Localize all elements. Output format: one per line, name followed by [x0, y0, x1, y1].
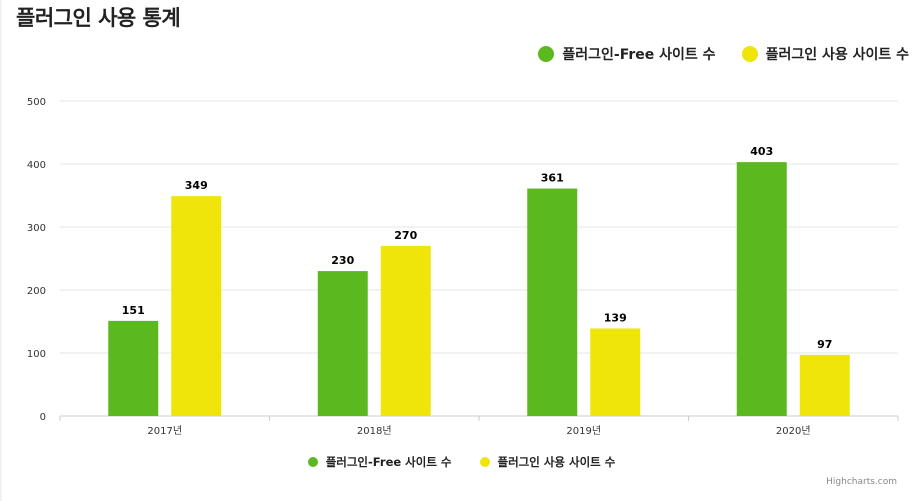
legend-marker-plugin-free	[538, 46, 555, 62]
y-tick-label: 0	[40, 412, 46, 423]
bar-1-2	[590, 328, 641, 416]
bottom-legend-label-plugin-free: 플러그인-Free 사이트 수	[325, 455, 452, 469]
data-label: 349	[185, 179, 208, 192]
bar-0-2	[527, 188, 578, 416]
bottom-legend-item-plugin-used[interactable]: 플러그인 사용 사이트 수	[479, 454, 616, 470]
legend-label-plugin-used: 플러그인 사용 사이트 수	[765, 47, 909, 63]
bar-1-0	[171, 196, 222, 416]
data-label: 151	[122, 304, 145, 317]
bar-0-1	[317, 271, 368, 416]
left-border	[0, 0, 2, 501]
bar-1-3	[799, 354, 850, 416]
x-tick-label: 2018년	[357, 425, 392, 437]
y-tick-label: 300	[27, 223, 46, 234]
bottom-legend-marker-plugin-free	[307, 457, 318, 467]
y-tick-label: 100	[27, 349, 46, 360]
legend-item-plugin-free[interactable]: 플러그인-Free 사이트 수	[538, 44, 716, 64]
bottom-legend-marker-plugin-used	[479, 457, 490, 467]
x-tick-label: 2017년	[147, 425, 182, 437]
data-label: 139	[604, 311, 627, 324]
data-label: 97	[817, 338, 832, 351]
x-tick-label: 2020년	[776, 425, 811, 437]
y-tick-label: 500	[27, 97, 46, 108]
data-label: 230	[331, 254, 354, 267]
legend-label-plugin-free: 플러그인-Free 사이트 수	[562, 47, 716, 63]
page-title: 플러그인 사용 통계	[16, 6, 181, 30]
y-tick-label: 400	[27, 160, 46, 171]
data-label: 403	[750, 145, 773, 158]
bottom-legend-label-plugin-used: 플러그인 사용 사이트 수	[497, 455, 616, 469]
y-tick-label: 200	[27, 286, 46, 297]
bar-0-3	[736, 162, 787, 416]
data-label: 270	[394, 229, 417, 242]
legend-marker-plugin-used	[741, 46, 758, 62]
bar-1-1	[380, 245, 431, 416]
bottom-legend: 플러그인-Free 사이트 수 플러그인 사용 사이트 수	[0, 454, 923, 470]
credits-link[interactable]: Highcharts.com	[826, 477, 897, 487]
x-tick-label: 2019년	[566, 425, 601, 437]
bar-0-0	[108, 320, 159, 416]
legend-item-plugin-used[interactable]: 플러그인 사용 사이트 수	[741, 44, 909, 64]
top-legend: 플러그인-Free 사이트 수 플러그인 사용 사이트 수	[538, 44, 909, 64]
data-label: 361	[541, 172, 564, 185]
bottom-legend-item-plugin-free[interactable]: 플러그인-Free 사이트 수	[307, 454, 452, 470]
